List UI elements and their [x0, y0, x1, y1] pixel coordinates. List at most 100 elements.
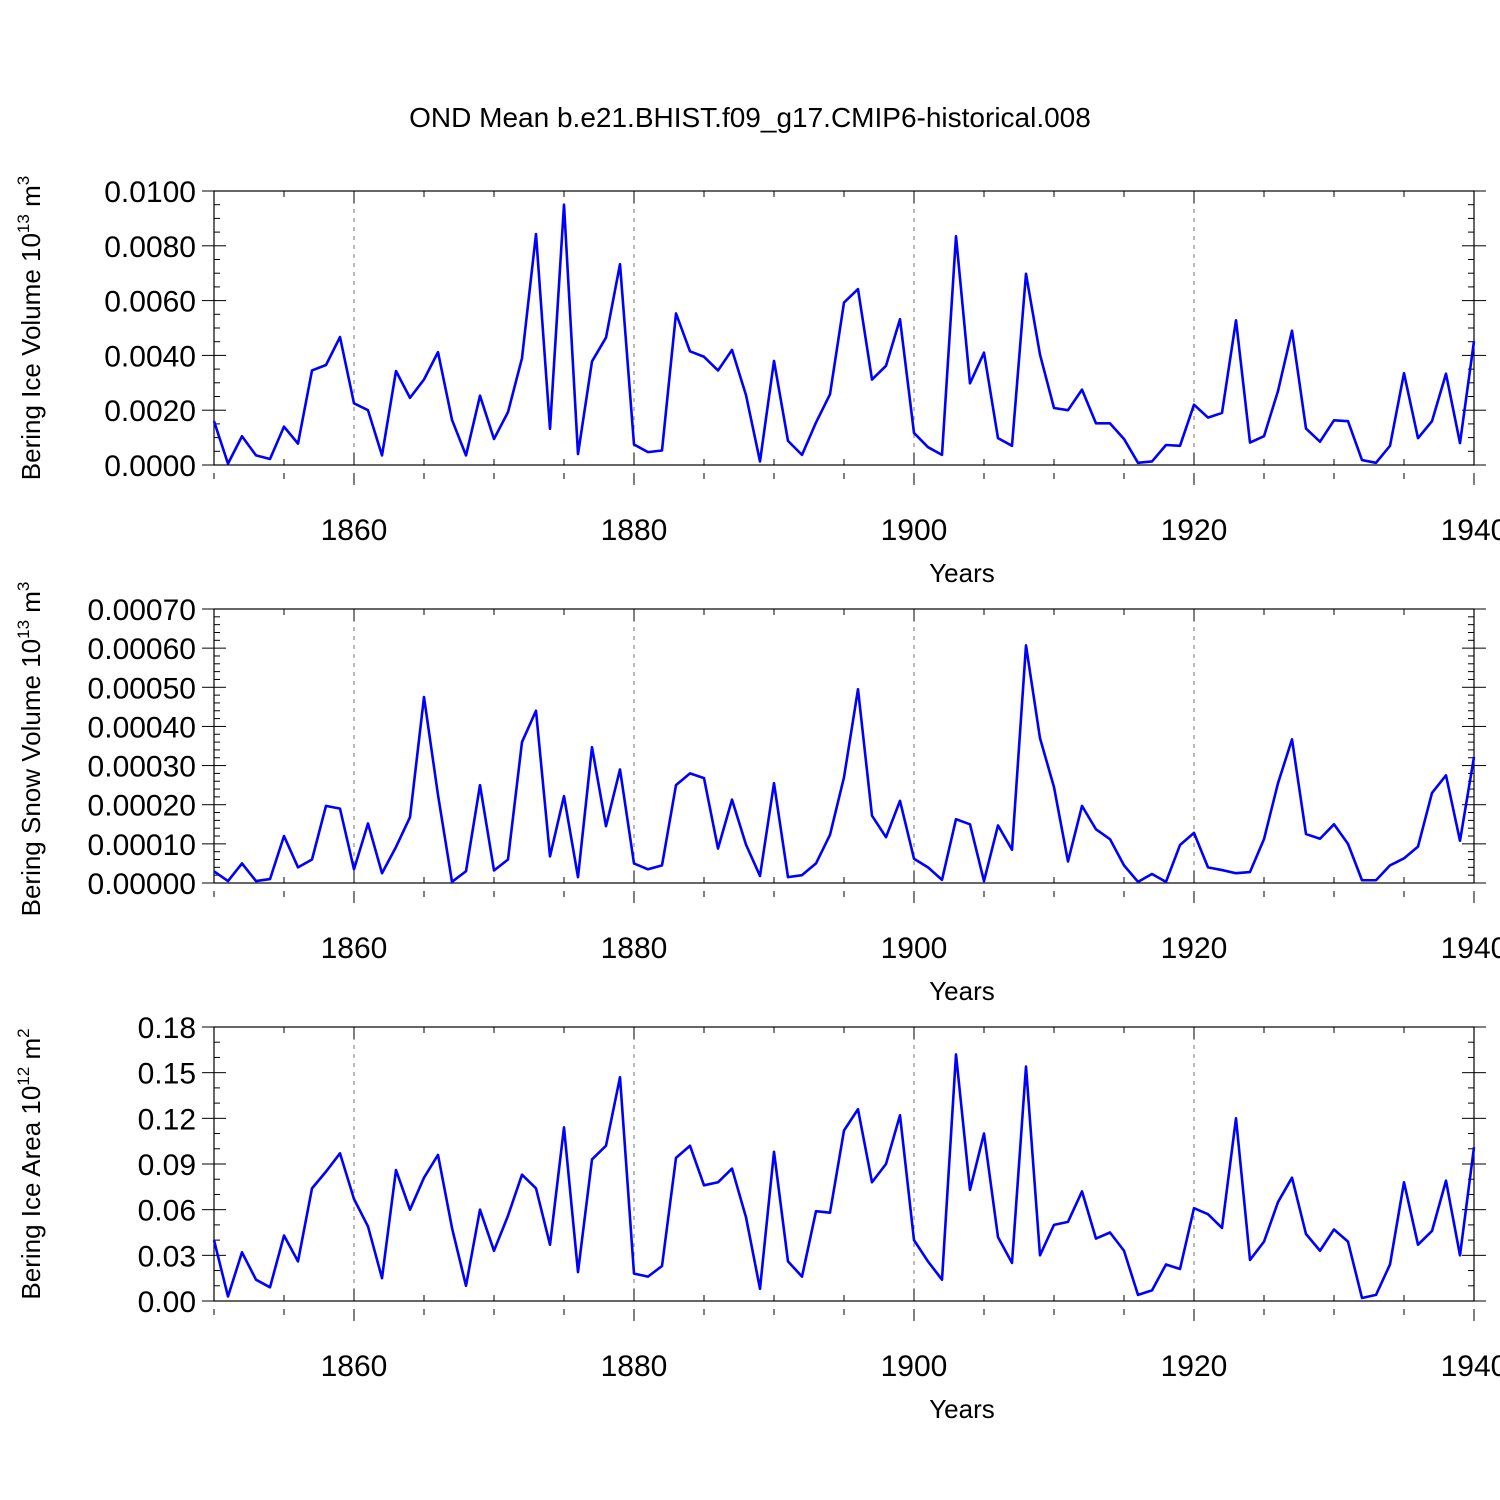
y-tick-label: 0.0040	[104, 340, 196, 373]
data-point	[1459, 1254, 1461, 1256]
data-point	[1067, 409, 1069, 411]
data-point	[423, 696, 425, 698]
plot-frame	[213, 1026, 1475, 1302]
data-point	[241, 435, 243, 437]
data-point	[1025, 1065, 1027, 1067]
data-point	[885, 1163, 887, 1165]
data-point	[269, 1286, 271, 1288]
data-point	[213, 870, 215, 872]
data-point	[1263, 435, 1265, 437]
data-point	[1249, 441, 1251, 443]
data-point	[1081, 388, 1083, 390]
data-point	[507, 1215, 509, 1217]
data-point	[283, 425, 285, 427]
y-tick-label: 0.00020	[88, 790, 196, 823]
data-point	[353, 1198, 355, 1200]
data-point	[1375, 879, 1377, 881]
series-line	[212, 203, 1476, 465]
data-point	[969, 1189, 971, 1191]
data-point	[605, 1145, 607, 1147]
data-point	[1207, 416, 1209, 418]
data-point	[815, 862, 817, 864]
data-point	[1137, 1294, 1139, 1296]
data-point	[633, 443, 635, 445]
data-point	[227, 462, 229, 464]
data-point	[409, 1208, 411, 1210]
x-tick-label: 1880	[601, 932, 668, 965]
y-tick-label: 0.00070	[88, 594, 196, 627]
data-point	[1249, 1259, 1251, 1261]
data-point	[367, 409, 369, 411]
data-point	[913, 1239, 915, 1241]
data-point	[1403, 372, 1405, 374]
data-point	[535, 710, 537, 712]
data-point	[717, 847, 719, 849]
data-point	[647, 1275, 649, 1277]
data-point	[381, 872, 383, 874]
y-tick-label: 0.0020	[104, 395, 196, 428]
data-point	[1123, 438, 1125, 440]
chart-title: OND Mean b.e21.BHIST.f09_g17.CMIP6-histo…	[409, 102, 1091, 133]
data-point	[1291, 1177, 1293, 1179]
data-point	[213, 420, 215, 422]
data-point	[1403, 857, 1405, 859]
data-point	[759, 1288, 761, 1290]
data-point	[1151, 460, 1153, 462]
data-point	[1207, 1213, 1209, 1215]
data-point	[955, 1053, 957, 1055]
data-point	[703, 356, 705, 358]
data-point	[1137, 881, 1139, 883]
data-point	[661, 1265, 663, 1267]
data-point	[325, 1170, 327, 1172]
data-point	[591, 360, 593, 362]
data-point	[1151, 873, 1153, 875]
x-tick-label: 1900	[881, 1350, 948, 1383]
data-point	[927, 866, 929, 868]
data-point	[1389, 1263, 1391, 1265]
data-point	[563, 1126, 565, 1128]
data-point	[1417, 845, 1419, 847]
data-point	[1067, 860, 1069, 862]
data-point	[1389, 864, 1391, 866]
data-point	[899, 318, 901, 320]
data-point	[1417, 437, 1419, 439]
y-tick-label: 0.03	[138, 1240, 196, 1273]
data-point	[1109, 422, 1111, 424]
data-point	[1305, 833, 1307, 835]
data-point	[801, 874, 803, 876]
data-point	[367, 1225, 369, 1227]
data-point	[1025, 644, 1027, 646]
data-point	[549, 855, 551, 857]
data-point	[591, 746, 593, 748]
data-point	[437, 794, 439, 796]
y-tick-label: 0.12	[138, 1103, 196, 1136]
data-point	[1081, 1190, 1083, 1192]
data-point	[955, 818, 957, 820]
y-tick-label: 0.0000	[104, 450, 196, 483]
data-point	[493, 869, 495, 871]
data-point	[549, 428, 551, 430]
data-point	[465, 1285, 467, 1287]
data-point	[675, 784, 677, 786]
data-point	[1235, 1117, 1237, 1119]
y-tick-label: 0.00010	[88, 829, 196, 862]
data-point	[395, 1169, 397, 1171]
data-point	[997, 1236, 999, 1238]
data-point	[521, 741, 523, 743]
data-point	[815, 421, 817, 423]
data-point	[1459, 442, 1461, 444]
data-point	[1165, 1263, 1167, 1265]
data-point	[1431, 420, 1433, 422]
data-point	[1263, 1240, 1265, 1242]
data-point	[423, 1177, 425, 1179]
data-point	[213, 1239, 215, 1241]
data-point	[1235, 319, 1237, 321]
data-point	[1123, 1250, 1125, 1252]
data-point	[1305, 1233, 1307, 1235]
data-point	[1137, 462, 1139, 464]
data-point	[829, 834, 831, 836]
data-point	[773, 360, 775, 362]
data-point	[479, 1208, 481, 1210]
data-point	[1235, 872, 1237, 874]
